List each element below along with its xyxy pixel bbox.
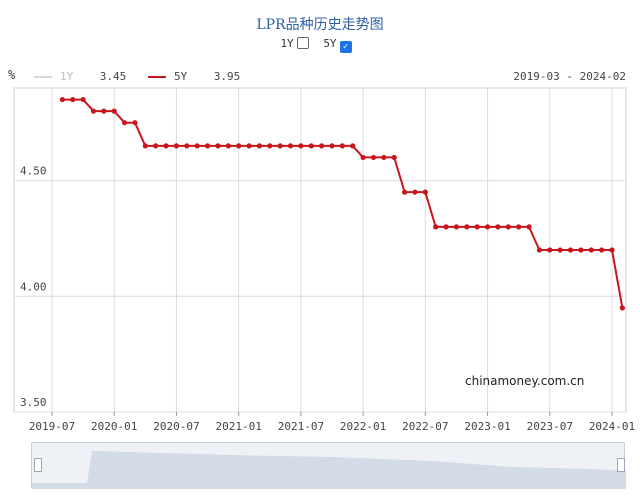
x-tick-label: 2020-07 — [153, 420, 199, 433]
data-point — [412, 189, 418, 195]
data-point — [70, 96, 76, 103]
data-point — [536, 247, 543, 253]
data-point — [381, 154, 387, 161]
data-point — [236, 143, 242, 149]
data-point — [215, 143, 221, 149]
data-point — [287, 143, 294, 149]
data-point — [132, 120, 138, 126]
data-point — [256, 143, 263, 149]
slider-preview — [32, 451, 626, 489]
y-tick-label: 4.00 — [20, 280, 47, 293]
watermark: chinamoney.com.cn — [465, 374, 585, 388]
data-point — [173, 143, 180, 149]
toggle-1y-checkbox[interactable] — [296, 37, 309, 49]
x-tick-label: 2023-01 — [464, 420, 510, 433]
data-point — [153, 143, 159, 149]
data-point — [204, 143, 211, 149]
data-point — [619, 305, 625, 311]
data-point — [121, 120, 128, 126]
data-point — [547, 247, 553, 253]
legend-swatch-5y — [148, 76, 166, 78]
x-tick-label: 2021-01 — [215, 420, 261, 433]
x-tick-label: 2022-01 — [340, 420, 386, 433]
data-point — [474, 224, 480, 230]
data-point — [464, 224, 470, 230]
data-point — [59, 96, 65, 103]
legend-name-5y: 5Y — [174, 70, 188, 83]
data-point — [370, 154, 377, 161]
data-point — [557, 247, 563, 253]
legend-value-1y: 3.45 — [99, 70, 127, 83]
data-point — [90, 108, 97, 114]
data-point — [101, 108, 107, 114]
data-point — [609, 247, 615, 253]
data-point — [80, 96, 86, 103]
y-tick-label: 4.50 — [20, 165, 47, 178]
toggle-5y-label: 5Y — [323, 37, 337, 50]
date-range: 2019-03 - 2024-02 — [513, 70, 626, 83]
toggle-5y-checkbox[interactable]: ✓ — [339, 41, 352, 53]
y-unit-label: % — [8, 68, 16, 82]
data-point — [526, 224, 532, 230]
series-line-5y — [62, 98, 624, 309]
data-point — [453, 224, 460, 230]
plot-border — [13, 87, 627, 413]
data-point — [339, 143, 345, 149]
data-point — [329, 143, 335, 149]
data-point — [433, 224, 439, 230]
data-point — [443, 224, 449, 230]
data-point — [391, 154, 397, 161]
data-point — [516, 224, 522, 230]
data-point — [599, 247, 605, 253]
x-tick-label: 2021-07 — [278, 420, 324, 433]
data-point — [277, 143, 283, 149]
x-tick-label: 2024-01 — [589, 420, 635, 433]
toggle-1y-label: 1Y — [280, 37, 294, 50]
data-point — [194, 143, 200, 149]
data-point — [298, 143, 304, 149]
data-point — [505, 224, 511, 230]
data-point — [401, 189, 408, 195]
series-toggles: 1Y 5Y ✓ — [0, 37, 640, 53]
data-point — [225, 143, 231, 149]
slider-handle-left[interactable] — [34, 458, 42, 472]
data-point — [184, 143, 190, 149]
slider-handle-right[interactable] — [617, 458, 625, 472]
data-point — [350, 143, 356, 149]
data-point — [588, 247, 594, 253]
legend-item-1y[interactable]: 1Y 3.45 — [34, 70, 126, 83]
data-point — [567, 247, 574, 253]
data-point — [422, 189, 428, 195]
chart-title: LPR品种历史走势图 — [256, 17, 384, 33]
x-tick-label: 2019-07 — [29, 420, 75, 433]
legend-item-5y[interactable]: 5Y 3.95 — [148, 70, 240, 83]
data-point — [484, 224, 491, 230]
data-point — [319, 143, 325, 149]
data-point — [360, 154, 366, 161]
legend-value-5y: 3.95 — [213, 70, 241, 83]
data-point — [246, 143, 252, 149]
data-point — [267, 143, 273, 149]
x-tick-label: 2022-07 — [402, 420, 448, 433]
data-point — [578, 247, 584, 253]
data-point — [111, 108, 117, 114]
legend-swatch-1y — [34, 76, 52, 78]
data-point — [495, 224, 501, 230]
data-point — [163, 143, 169, 149]
data-point — [308, 143, 314, 149]
y-tick-label: 3.50 — [20, 396, 47, 409]
zoom-slider[interactable] — [31, 442, 626, 489]
data-point — [142, 143, 148, 149]
x-tick-label: 2023-07 — [527, 420, 573, 433]
legend-name-1y: 1Y — [60, 70, 74, 83]
x-tick-label: 2020-01 — [91, 420, 137, 433]
